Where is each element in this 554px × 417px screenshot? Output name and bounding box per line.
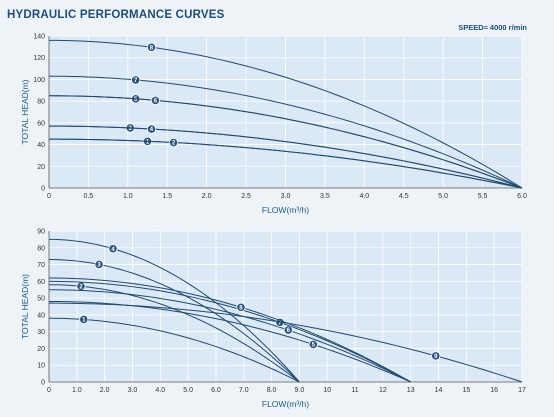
curve-8 [48, 39, 523, 189]
y-tick-label: 80 [37, 245, 45, 252]
curve-marker-label: 7 [134, 78, 138, 84]
x-tick-label: 5.0 [438, 193, 448, 200]
curve-1 [48, 317, 300, 383]
curve-marker-label: 4 [111, 247, 115, 253]
y-tick-label: 50 [37, 296, 45, 303]
top-chart: 0 0.5 1.0 1.5 2.0 2.5 3.0 3.5 4.0 4.5 5.0 5.5 6.0 0 20… [20, 34, 527, 216]
chart-title: HYDRAULIC PERFORMANCE CURVES [7, 9, 225, 21]
curve-7 [48, 280, 411, 383]
curve-marker-4 [108, 244, 118, 254]
x-tick-label: 3.0 [128, 387, 138, 394]
curve-marker-label: 6 [154, 98, 158, 104]
curve-marker-label: 5 [312, 343, 316, 349]
curve-marker-label: 8 [239, 305, 243, 311]
curve-marker-3 [94, 259, 104, 270]
curve-4 [48, 125, 523, 189]
x-tick-label: 14 [435, 387, 443, 394]
x-axis-title: FLOW(m³/h) [262, 205, 309, 215]
x-tick-label: 1.0 [123, 193, 133, 200]
y-tick-label: 140 [33, 34, 45, 41]
y-tick-label: 30 [37, 329, 45, 336]
curve-5 [48, 300, 411, 383]
curve-8 [48, 277, 411, 383]
curve-7 [48, 75, 523, 189]
x-tick-label: 2.0 [202, 193, 212, 200]
plot-area [49, 231, 522, 382]
x-tick-label: 13 [407, 387, 415, 394]
x-tick-label: 11 [351, 387, 358, 394]
curve-marker-label: 3 [97, 263, 101, 269]
x-tick-label: 3.5 [320, 193, 330, 200]
y-tick-label: 0 [41, 380, 45, 387]
y-tick-label: 0 [41, 186, 45, 193]
x-tick-label: 2.0 [100, 387, 110, 394]
curve-marker-2 [168, 137, 179, 148]
curve-9 [48, 302, 523, 383]
curve-marker-1 [79, 314, 89, 325]
x-tick-label: 1.5 [162, 193, 172, 200]
y-tick-label: 100 [33, 77, 45, 84]
speed-label: SPEED≈ 4000 r/min [458, 23, 527, 32]
curve-marker-label: 5 [134, 97, 138, 103]
bottom-chart: 0 1.0 2.0 3.0 4.0 5.0 6.0 7.0 8.0 9.0 10 11 12 13 14 15… [20, 229, 526, 410]
curve-marker-6 [150, 95, 161, 105]
y-axis-title: TOTAL HEAD(m) [20, 79, 30, 144]
curve-marker-label: 7 [278, 320, 282, 326]
x-tick-label: 7.0 [239, 387, 249, 394]
x-tick-label: 5.5 [478, 193, 488, 200]
x-tick-label: 0 [47, 193, 51, 200]
curve-6 [48, 289, 411, 383]
x-tick-label: 6.0 [517, 193, 527, 200]
curve-marker-label: 9 [434, 354, 438, 360]
curve-6 [48, 95, 523, 189]
y-tick-label: 120 [33, 55, 45, 62]
x-tick-label: 8.0 [267, 387, 277, 394]
y-tick-label: 80 [37, 99, 45, 106]
x-tick-label: 10 [323, 387, 331, 394]
y-tick-label: 40 [37, 312, 45, 319]
curve-marker-label: 8 [150, 45, 154, 51]
y-tick-label: 40 [37, 142, 45, 149]
x-tick-label: 15 [462, 387, 470, 394]
curve-marker-label: 1 [82, 318, 86, 324]
y-tick-label: 90 [37, 229, 45, 236]
x-tick-label: 3.0 [281, 193, 291, 200]
curve-2 [48, 138, 523, 189]
y-tick-label: 20 [37, 164, 45, 171]
curve-marker-label: 2 [79, 284, 83, 290]
x-tick-label: 17 [518, 387, 526, 394]
y-axis-title: TOTAL HEAD(m) [20, 274, 30, 339]
curve-marker-7 [131, 75, 141, 85]
curve-marker-8 [236, 302, 246, 312]
x-tick-label: 5.0 [183, 387, 193, 394]
x-tick-label: 12 [379, 387, 387, 394]
curve-4 [48, 238, 300, 383]
y-tick-label: 60 [37, 120, 45, 127]
curve-marker-5 [308, 339, 318, 350]
curve-marker-8 [146, 42, 157, 52]
y-tick-label: 70 [37, 262, 45, 269]
x-tick-label: 16 [490, 387, 498, 394]
x-tick-label: 4.0 [359, 193, 369, 200]
curve-marker-label: 4 [150, 127, 154, 133]
curve-marker-label: 2 [172, 141, 176, 147]
x-tick-label: 4.5 [399, 193, 409, 200]
y-tick-label: 10 [37, 363, 45, 370]
y-tick-label: 20 [37, 346, 45, 353]
x-tick-label: 9.0 [295, 387, 305, 394]
y-tick-label: 60 [37, 279, 45, 286]
curve-marker-4 [146, 124, 157, 134]
x-tick-label: 4.0 [155, 387, 165, 394]
x-tick-label: 2.5 [241, 193, 251, 200]
x-tick-label: 1.0 [72, 387, 82, 394]
x-tick-label: 0 [47, 387, 51, 394]
x-tick-label: 6.0 [211, 387, 221, 394]
curve-marker-9 [431, 351, 441, 361]
x-axis-title: FLOW(m³/h) [262, 399, 309, 409]
x-tick-label: 0.5 [84, 193, 94, 200]
curve-marker-label: 1 [146, 139, 150, 145]
curve-marker-label: 3 [129, 126, 133, 132]
curve-marker-label: 6 [287, 328, 291, 334]
